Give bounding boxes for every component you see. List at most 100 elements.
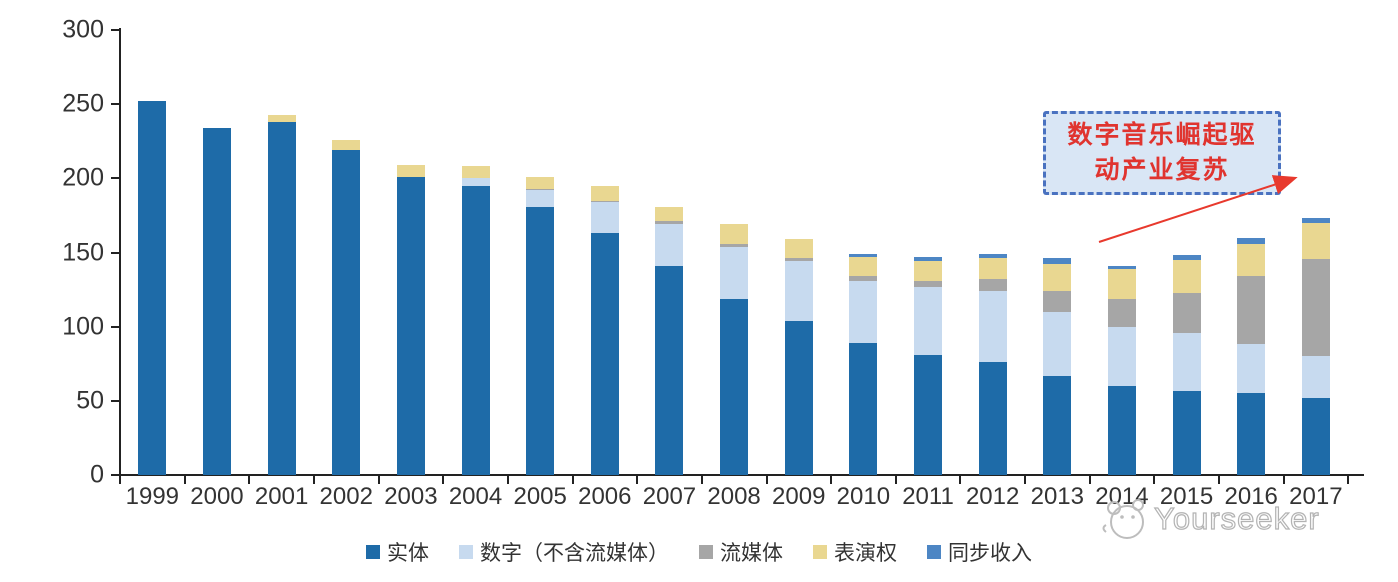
legend-label-performance: 表演权 xyxy=(834,542,897,565)
x-tick-label-2009: 2009 xyxy=(772,483,826,510)
x-tick-mark xyxy=(571,476,574,484)
stacked-bar-2016 xyxy=(1237,237,1266,475)
bar-segment-streaming xyxy=(1172,292,1201,333)
stacked-bar-2000 xyxy=(202,127,231,475)
y-tick-mark xyxy=(111,103,120,106)
bar-segment-physical xyxy=(1107,386,1136,475)
stacked-bar-2014 xyxy=(1107,265,1136,475)
legend-item-physical: 实体 xyxy=(366,537,429,567)
x-tick-mark xyxy=(1153,476,1156,484)
bar-segment-sync xyxy=(1237,237,1266,244)
x-tick-mark xyxy=(377,476,380,484)
bar-segment-sync xyxy=(914,256,942,262)
bar-segment-performance xyxy=(1107,268,1136,299)
bar-segment-streaming xyxy=(849,276,878,281)
bar-segment-digital xyxy=(1107,326,1136,386)
bar-segment-performance xyxy=(396,164,425,177)
x-tick-mark xyxy=(506,476,509,484)
bar-segment-streaming xyxy=(784,258,813,262)
y-tick-label: 0 xyxy=(90,460,104,489)
legend-chip-digital xyxy=(459,545,473,559)
x-tick-label-2011: 2011 xyxy=(902,483,954,510)
bar-segment-sync xyxy=(1043,258,1072,265)
x-tick-mark xyxy=(183,476,186,484)
x-tick-label-2017: 2017 xyxy=(1289,483,1343,510)
stacked-bar-2003 xyxy=(396,164,425,475)
y-axis-line xyxy=(119,28,121,477)
y-tick-mark xyxy=(111,251,120,254)
stacked-bar-2012 xyxy=(978,253,1007,475)
bar-segment-digital xyxy=(1043,311,1072,376)
x-tick-mark xyxy=(1347,476,1350,484)
bar-segment-digital xyxy=(526,190,555,207)
bar-segment-performance xyxy=(332,139,361,151)
bar-slot-2003 xyxy=(379,30,444,475)
bar-segment-digital xyxy=(1301,356,1330,398)
y-tick-label: 300 xyxy=(62,15,104,44)
x-tick-label-2005: 2005 xyxy=(513,483,567,510)
bar-segment-streaming xyxy=(978,279,1007,292)
bar-segment-performance xyxy=(267,114,296,122)
x-tick-label-2000: 2000 xyxy=(190,483,244,510)
bar-segment-physical xyxy=(590,233,619,475)
legend-label-physical: 实体 xyxy=(387,542,429,565)
bar-segment-physical xyxy=(202,127,231,475)
watermark-brand: Yourseeker xyxy=(1153,500,1320,536)
bar-segment-physical xyxy=(461,185,490,475)
bar-segment-physical xyxy=(784,320,813,475)
legend-item-sync: 同步收入 xyxy=(927,537,1032,567)
y-tick-label: 100 xyxy=(62,312,104,341)
bar-segment-performance xyxy=(655,206,684,222)
annotation-arrow-icon xyxy=(1098,175,1298,243)
x-tick-label-2015: 2015 xyxy=(1159,483,1214,510)
legend: 实体 数字（不含流媒体） 流媒体 表演权 同步收入 xyxy=(0,537,1398,567)
x-tick-mark xyxy=(1218,476,1221,484)
bar-slot-2005 xyxy=(508,30,573,475)
bar-slot-2013 xyxy=(1025,30,1090,475)
stacked-bar-2004 xyxy=(461,166,490,475)
legend-label-sync: 同步收入 xyxy=(948,542,1032,565)
x-tick-mark xyxy=(700,476,703,484)
bar-segment-performance xyxy=(590,185,619,201)
bar-segment-performance xyxy=(1237,243,1266,277)
bar-segment-streaming xyxy=(655,221,684,225)
bar-segment-streaming xyxy=(1301,258,1330,357)
bar-slot-2006 xyxy=(572,30,637,475)
stacked-bar-2013 xyxy=(1043,258,1072,475)
bar-segment-streaming xyxy=(914,280,942,287)
x-tick-mark xyxy=(1282,476,1285,484)
bar-segment-sync xyxy=(1301,218,1330,223)
bar-segment-digital xyxy=(978,291,1007,363)
bar-slot-2004 xyxy=(443,30,508,475)
bar-segment-sync xyxy=(1172,255,1201,260)
bar-segment-sync xyxy=(1107,265,1136,269)
y-tick-mark xyxy=(111,177,120,180)
bar-segment-performance xyxy=(978,258,1007,280)
bar-segment-digital xyxy=(914,286,942,355)
bar-segment-performance xyxy=(1043,264,1072,292)
x-tick-label-2010: 2010 xyxy=(836,483,891,510)
stacked-bar-2005 xyxy=(526,176,555,475)
bar-segment-digital xyxy=(1172,332,1201,391)
x-tick-label-2016: 2016 xyxy=(1224,483,1278,510)
x-tick-label-2001: 2001 xyxy=(254,483,309,510)
bar-slot-1999 xyxy=(120,30,185,475)
y-tick-label: 50 xyxy=(76,386,104,415)
bar-segment-streaming xyxy=(1107,298,1136,327)
x-tick-label-2002: 2002 xyxy=(319,483,373,510)
annotation-line1: 数字音乐崛起驱 xyxy=(1067,121,1257,149)
stacked-bar-2002 xyxy=(332,139,361,475)
bar-segment-streaming xyxy=(720,243,749,247)
x-tick-label-1999: 1999 xyxy=(125,483,180,510)
bar-segment-performance xyxy=(849,256,878,277)
bar-slot-2011 xyxy=(896,30,961,475)
bar-segment-streaming xyxy=(526,188,555,191)
x-axis-labels: 1999 2000 2001 2002 2003 2004 2005 2006 2007 2008… xyxy=(120,483,1348,511)
bar-slot-2009 xyxy=(766,30,831,475)
bar-segment-performance xyxy=(784,239,813,259)
bar-segment-performance xyxy=(914,261,942,281)
y-tick-mark xyxy=(111,474,120,476)
x-tick-mark xyxy=(894,476,897,484)
x-tick-mark xyxy=(119,476,121,484)
